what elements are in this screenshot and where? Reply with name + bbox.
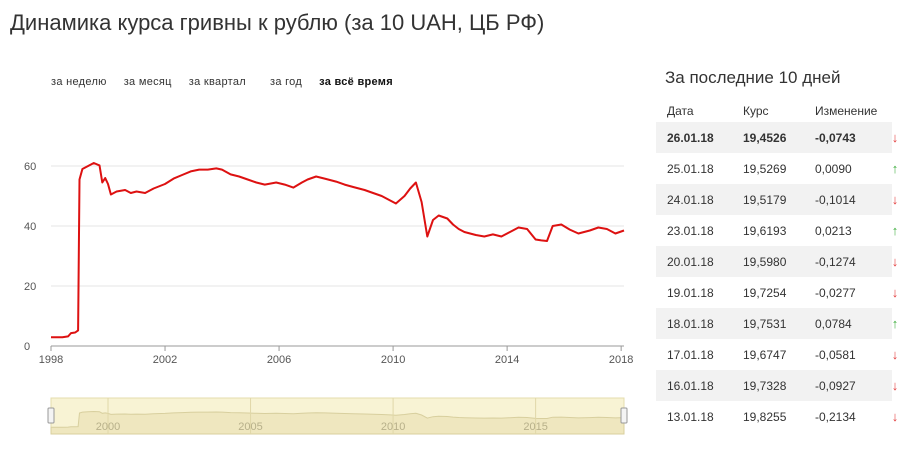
rate-cell: 19,5179 — [743, 192, 787, 207]
period-tab[interactable]: за год — [269, 76, 303, 88]
date-cell: 24.01.18 — [667, 192, 714, 207]
y-tick-label: 20 — [24, 281, 36, 293]
arrow-down-icon: ↓ — [891, 130, 899, 145]
x-tick-label: 2014 — [495, 354, 519, 366]
rate-cell: 19,5269 — [743, 161, 787, 176]
table-row: 26.01.18 19,4526 -0,0743 ↓ — [656, 122, 898, 153]
rate-cell: 19,4526 — [743, 130, 787, 145]
change-cell: 0,0090 — [815, 161, 852, 176]
navigator-tick-label: 2000 — [96, 421, 120, 433]
change-cell: -0,0277 — [815, 285, 856, 300]
chart-navigator[interactable]: 2000 2005 2010 2015 — [0, 390, 640, 440]
period-selector: за неделю за месяц за квартал за год за всё … — [51, 76, 393, 88]
navigator-handle[interactable] — [47, 407, 55, 424]
table-row: 13.01.18 19,8255 -0,2134 ↓ — [656, 401, 898, 432]
period-tab[interactable]: за квартал — [188, 76, 246, 88]
period-tab[interactable]: за всё время — [319, 76, 393, 88]
rate-cell: 19,7328 — [743, 378, 787, 393]
date-cell: 13.01.18 — [667, 409, 714, 424]
change-cell: -0,2134 — [815, 409, 856, 424]
period-tab[interactable]: за неделю — [51, 76, 107, 88]
arrow-down-icon: ↓ — [891, 192, 899, 207]
table-row: 16.01.18 19,7328 -0,0927 ↓ — [656, 370, 898, 401]
rate-cell: 19,7531 — [743, 316, 787, 331]
date-cell: 16.01.18 — [667, 378, 714, 393]
table-row: 18.01.18 19,7531 0,0784 ↑ — [656, 308, 898, 339]
navigator-handle[interactable] — [620, 407, 628, 424]
change-cell: -0,0743 — [815, 130, 856, 145]
arrow-down-icon: ↓ — [891, 285, 899, 300]
page-title: Динамика курса гривны к рублю (за 10 UAH… — [10, 10, 545, 35]
change-cell: -0,0581 — [815, 347, 856, 362]
header-date: Дата — [667, 104, 694, 118]
change-cell: 0,0213 — [815, 223, 852, 238]
rate-cell: 19,8255 — [743, 409, 787, 424]
change-cell: -0,0927 — [815, 378, 856, 393]
navigator-tick-label: 2015 — [523, 421, 547, 433]
change-cell: 0,0784 — [815, 316, 852, 331]
date-cell: 18.01.18 — [667, 316, 714, 331]
y-tick-label: 0 — [24, 341, 30, 353]
table-header: Дата Курс Изменение — [656, 100, 892, 122]
navigator-tick-label: 2005 — [238, 421, 262, 433]
arrow-up-icon: ↑ — [891, 161, 899, 176]
navigator-tick-label: 2010 — [381, 421, 405, 433]
period-tab[interactable]: за месяц — [123, 76, 172, 88]
rate-line — [51, 162, 625, 339]
arrow-down-icon: ↓ — [891, 378, 899, 393]
rate-chart: 0 20 40 60 1998 2002 2006 2010 2014 2018 — [24, 161, 633, 366]
x-tick-label: 2006 — [267, 354, 291, 366]
rate-cell: 19,5980 — [743, 254, 787, 269]
arrow-down-icon: ↓ — [891, 347, 899, 362]
last-10-days-panel: За последние 10 дней Дата Курс Изменение… — [656, 68, 898, 432]
rate-cell: 19,6193 — [743, 223, 787, 238]
arrow-down-icon: ↓ — [891, 254, 899, 269]
header-rate: Курс — [743, 104, 769, 118]
rate-cell: 19,6747 — [743, 347, 787, 362]
table-row: 24.01.18 19,5179 -0,1014 ↓ — [656, 184, 898, 215]
x-tick-label: 2018 — [609, 354, 633, 366]
rate-cell: 19,7254 — [743, 285, 787, 300]
arrow-down-icon: ↓ — [891, 409, 899, 424]
date-cell: 26.01.18 — [667, 130, 714, 145]
rates-table-body: 26.01.18 19,4526 -0,0743 ↓ 25.01.18 19,5269 0,… — [656, 122, 898, 432]
panel-title: За последние 10 дней — [665, 68, 841, 87]
y-tick-label: 40 — [24, 221, 36, 233]
arrow-up-icon: ↑ — [891, 316, 899, 331]
arrow-up-icon: ↑ — [891, 223, 899, 238]
date-cell: 19.01.18 — [667, 285, 714, 300]
table-row: 20.01.18 19,5980 -0,1274 ↓ — [656, 246, 898, 277]
table-row: 23.01.18 19,6193 0,0213 ↑ — [656, 215, 898, 246]
table-row: 19.01.18 19,7254 -0,0277 ↓ — [656, 277, 898, 308]
date-cell: 25.01.18 — [667, 161, 714, 176]
y-tick-label: 60 — [24, 161, 36, 173]
date-cell: 23.01.18 — [667, 223, 714, 238]
change-cell: -0,1014 — [815, 192, 856, 207]
change-cell: -0,1274 — [815, 254, 856, 269]
header-change: Изменение — [815, 104, 878, 118]
x-tick-label: 2010 — [381, 354, 405, 366]
date-cell: 20.01.18 — [667, 254, 714, 269]
table-row: 17.01.18 19,6747 -0,0581 ↓ — [656, 339, 898, 370]
x-tick-label: 1998 — [39, 354, 63, 366]
table-row: 25.01.18 19,5269 0,0090 ↑ — [656, 153, 898, 184]
date-cell: 17.01.18 — [667, 347, 714, 362]
navigator-series — [50, 410, 625, 435]
x-tick-label: 2002 — [153, 354, 177, 366]
